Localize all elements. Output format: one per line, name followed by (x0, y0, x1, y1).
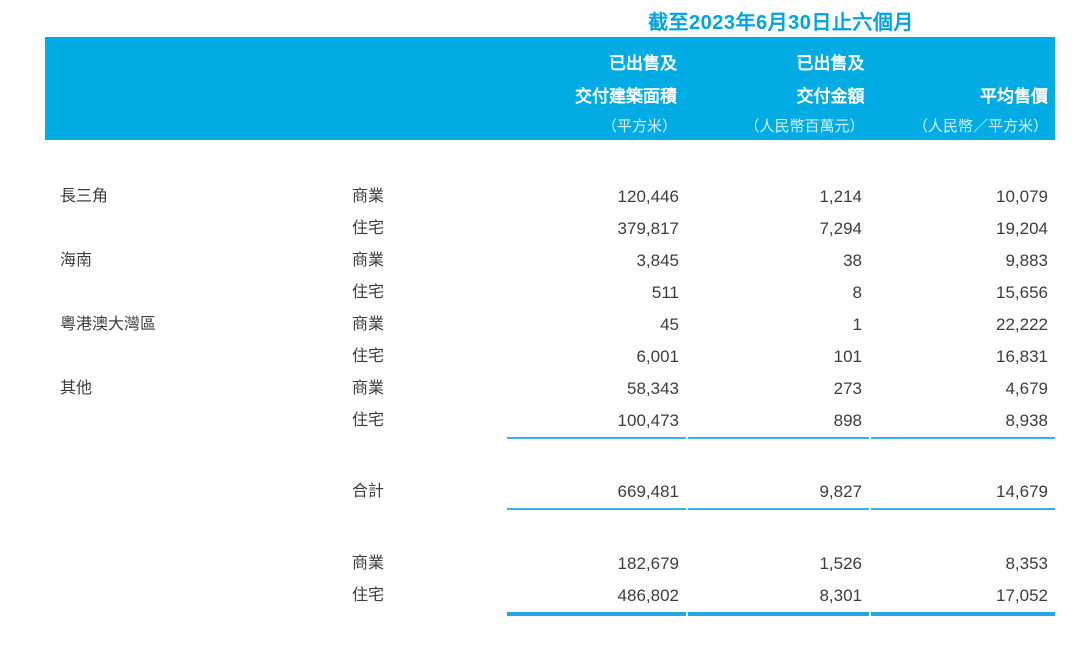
region-cell (45, 341, 352, 373)
type-cell: 商業 (352, 252, 385, 269)
price-cell: 16,831 (996, 347, 1048, 366)
header-region-spacer (45, 37, 348, 140)
amount-cell: 38 (843, 251, 862, 270)
header-price-line1 (873, 47, 1048, 80)
amount-cell: 7,294 (819, 219, 862, 238)
total-label: 合計 (352, 483, 385, 500)
price-cell: 8,353 (1005, 554, 1048, 573)
header-area-line2: 交付建築面積 (575, 87, 678, 106)
table-row: 粵港澳大灣區 商業 45 1 22,222 (45, 309, 1055, 341)
price-cell: 22,222 (996, 315, 1048, 334)
region-cell (45, 277, 352, 309)
area-cell: 6,001 (636, 347, 679, 366)
region-cell: 粵港澳大灣區 (60, 316, 157, 333)
amount-cell: 898 (688, 405, 869, 439)
type-cell: 住宅 (352, 587, 385, 604)
region-cell: 海南 (60, 252, 93, 269)
type-cell: 住宅 (352, 220, 385, 237)
region-cell: 其他 (60, 380, 93, 397)
area-cell: 3,845 (636, 251, 679, 270)
area-cell: 182,679 (617, 554, 679, 573)
table-header-band: 已出售及 交付建築面積 （平方米） 已出售及 交付金額 （人民幣百萬元） 平均售… (45, 37, 1055, 140)
price-cell: 17,052 (871, 580, 1055, 616)
header-amount-line2: 交付金額 (796, 87, 865, 106)
header-col-area: 已出售及 交付建築面積 （平方米） (501, 37, 684, 140)
header-type-spacer (348, 37, 501, 140)
table-row: 海南 商業 3,845 38 9,883 (45, 245, 1055, 277)
area-cell: 58,343 (627, 379, 679, 398)
type-cell: 住宅 (352, 412, 385, 429)
area-cell: 100,473 (507, 405, 686, 439)
price-cell: 8,938 (871, 405, 1055, 439)
summary-row: 商業 182,679 1,526 8,353 (45, 548, 1055, 580)
table-row: 長三角 商業 120,446 1,214 10,079 (45, 181, 1055, 213)
header-area-line1: 已出售及 (609, 54, 678, 73)
summary-row: 住宅 486,802 8,301 17,052 (45, 580, 1055, 616)
amount-cell: 273 (833, 379, 862, 398)
amount-cell: 1,526 (819, 554, 862, 573)
table-body: 長三角 商業 120,446 1,214 10,079 住宅 379,817 7… (45, 181, 1055, 616)
price-cell: 19,204 (996, 219, 1048, 238)
region-cell: 長三角 (60, 188, 109, 205)
amount-cell: 1 (852, 315, 862, 334)
region-cell (45, 405, 352, 437)
header-col-amount: 已出售及 交付金額 （人民幣百萬元） (686, 37, 871, 140)
area-cell: 511 (651, 283, 679, 302)
amount-cell: 8,301 (688, 580, 869, 616)
amount-cell: 1,214 (819, 187, 862, 206)
table-row: 其他 商業 58,343 273 4,679 (45, 373, 1055, 405)
table-row: 住宅 379,817 7,294 19,204 (45, 213, 1055, 245)
type-cell: 商業 (352, 188, 385, 205)
type-cell: 商業 (352, 380, 385, 397)
total-area-cell: 669,481 (507, 476, 686, 510)
region-cell (45, 548, 352, 580)
area-cell: 379,817 (617, 219, 679, 238)
region-cell (45, 580, 352, 612)
total-row: 合計 669,481 9,827 14,679 (45, 476, 1055, 510)
table-row: 住宅 6,001 101 16,831 (45, 341, 1055, 373)
table-row: 住宅 511 8 15,656 (45, 277, 1055, 309)
price-cell: 15,656 (996, 283, 1048, 302)
area-cell: 486,802 (507, 580, 686, 616)
amount-cell: 8 (852, 283, 862, 302)
type-cell: 商業 (352, 555, 385, 572)
total-price-cell: 14,679 (871, 476, 1055, 510)
type-cell: 住宅 (352, 284, 385, 301)
header-amount-unit: （人民幣百萬元） (744, 118, 865, 135)
area-cell: 45 (660, 315, 679, 334)
header-area-unit: （平方米） (602, 118, 678, 135)
table-row: 住宅 100,473 898 8,938 (45, 405, 1055, 439)
area-cell: 120,446 (617, 187, 679, 206)
header-col-price: 平均售價 （人民幣／平方米） (873, 37, 1055, 140)
header-amount-line1: 已出售及 (796, 54, 865, 73)
price-cell: 10,079 (996, 187, 1048, 206)
header-price-unit: （人民幣／平方米） (912, 118, 1048, 135)
period-title: 截至2023年6月30日止六個月 (648, 12, 914, 34)
amount-cell: 101 (833, 347, 862, 366)
price-cell: 9,883 (1005, 251, 1048, 270)
total-amount-cell: 9,827 (688, 476, 869, 510)
price-cell: 4,679 (1005, 379, 1048, 398)
region-cell (45, 476, 352, 508)
header-price-line2: 平均售價 (980, 87, 1048, 106)
type-cell: 商業 (352, 316, 385, 333)
type-cell: 住宅 (352, 348, 385, 365)
region-cell (45, 213, 352, 245)
